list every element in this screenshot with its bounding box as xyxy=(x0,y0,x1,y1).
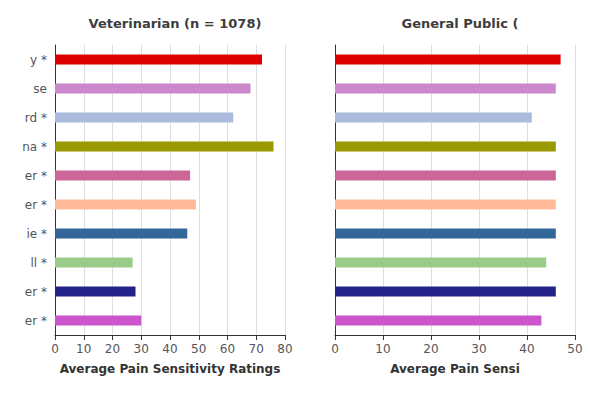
svg-text:20: 20 xyxy=(105,342,120,356)
svg-text:50: 50 xyxy=(567,342,582,356)
svg-text:30: 30 xyxy=(134,342,149,356)
svg-text:10: 10 xyxy=(375,342,390,356)
svg-text:ll *: ll * xyxy=(31,256,47,270)
svg-text:er *: er * xyxy=(25,198,47,212)
svg-text:70: 70 xyxy=(249,342,264,356)
svg-text:30: 30 xyxy=(471,342,486,356)
svg-text:60: 60 xyxy=(220,342,235,356)
svg-text:0: 0 xyxy=(331,342,339,356)
svg-text:er *: er * xyxy=(25,285,47,299)
svg-text:10: 10 xyxy=(76,342,91,356)
svg-text:y *: y * xyxy=(30,53,47,67)
svg-text:er *: er * xyxy=(25,169,47,183)
svg-text:0: 0 xyxy=(51,342,59,356)
svg-text:20: 20 xyxy=(423,342,438,356)
svg-text:50: 50 xyxy=(191,342,206,356)
svg-text:Veterinarian (n = 1078): Veterinarian (n = 1078) xyxy=(89,16,262,31)
svg-text:80: 80 xyxy=(277,342,292,356)
svg-text:er *: er * xyxy=(25,314,47,328)
svg-text:40: 40 xyxy=(162,342,177,356)
svg-text:Average Pain Sensi: Average Pain Sensi xyxy=(390,362,520,376)
svg-text:na *: na * xyxy=(22,140,47,154)
svg-text:ie *: ie * xyxy=(26,227,47,241)
svg-text:se: se xyxy=(33,82,47,96)
svg-text:Average Pain Sensitivity Ratin: Average Pain Sensitivity Ratings xyxy=(60,362,281,376)
svg-text:40: 40 xyxy=(519,342,534,356)
svg-text:General Public (: General Public ( xyxy=(402,16,519,31)
svg-text:rd *: rd * xyxy=(25,111,47,125)
